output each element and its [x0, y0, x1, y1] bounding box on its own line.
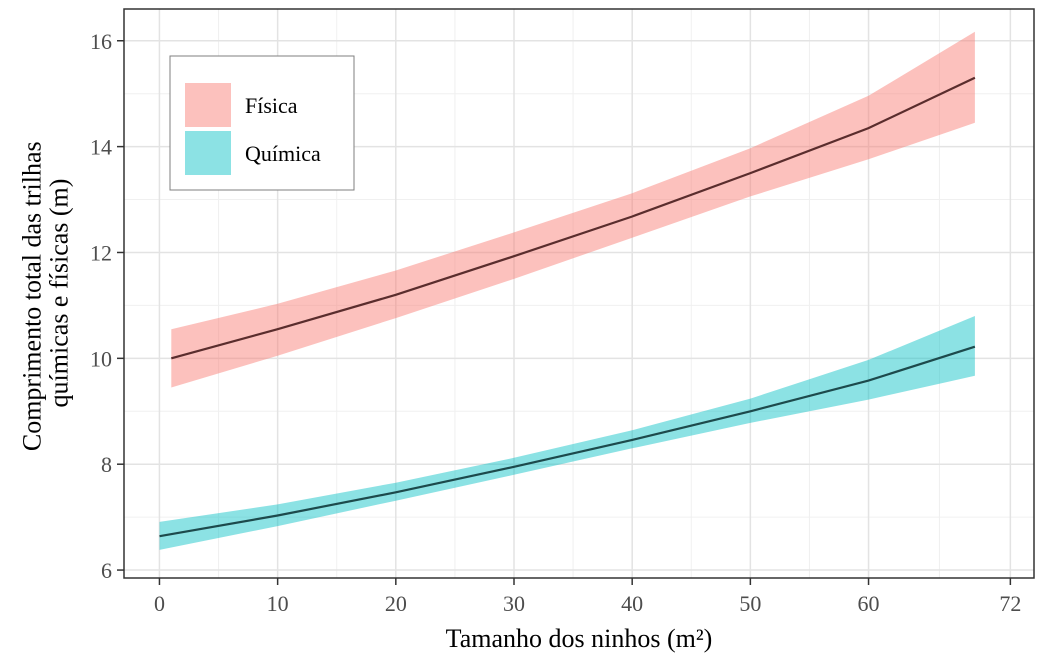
legend-key-quimica [185, 131, 231, 175]
x-tick-label: 72 [999, 591, 1021, 616]
legend-key-fisica [185, 83, 231, 127]
x-tick-label: 50 [739, 591, 761, 616]
legend-label-quimica: Química [245, 141, 321, 166]
y-tick-labels: 6 8 10 12 14 16 [90, 29, 112, 583]
y-tick-label: 6 [101, 558, 112, 583]
y-tick-label: 16 [90, 29, 112, 54]
x-tick-label: 60 [858, 591, 880, 616]
x-axis-title: Tamanho dos ninhos (m²) [446, 624, 713, 653]
y-axis-title-line-1: Comprimento total das trilhas [17, 141, 46, 451]
line-fisica [171, 76, 976, 360]
x-tick-label: 20 [385, 591, 407, 616]
legend-frame [169, 55, 355, 191]
y-tick-label: 10 [90, 346, 112, 371]
legend: Física Química [169, 55, 355, 191]
x-tick-label: 30 [503, 591, 525, 616]
ribbon-quimica [159, 316, 975, 550]
y-tick-label: 14 [90, 135, 112, 160]
y-axis-title: Comprimento total das trilhas químicas e… [17, 135, 73, 451]
ribbon-fisica [171, 31, 975, 388]
plot-panel-border [123, 8, 1035, 579]
x-tick-labels: 0 10 20 30 40 50 60 72 [154, 591, 1021, 616]
axis-ticks [117, 40, 1012, 585]
fit-lines [159, 76, 976, 538]
x-tick-label: 0 [154, 591, 165, 616]
x-tick-label: 10 [267, 591, 289, 616]
y-tick-label: 8 [101, 452, 112, 477]
x-tick-label: 40 [621, 591, 643, 616]
y-axis-title-line-2: químicas e físicas (m) [45, 179, 74, 408]
line-quimica [159, 345, 976, 538]
y-tick-label: 12 [90, 240, 112, 265]
confidence-bands [159, 31, 975, 550]
legend-label-fisica: Física [245, 93, 298, 118]
